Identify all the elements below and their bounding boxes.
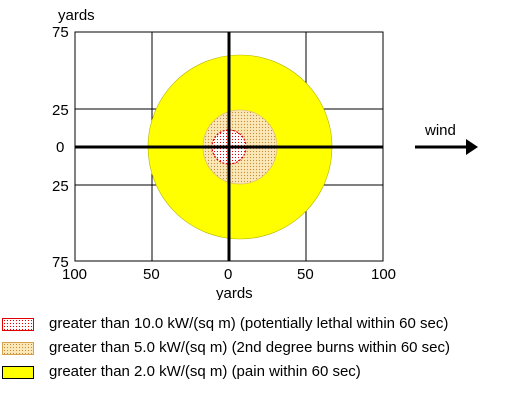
legend-item-burn: greater than 5.0 kW/(sq m) (2nd degree b… <box>0 336 509 360</box>
y-axis-units: yards <box>58 7 95 24</box>
y-tick-label: 25 <box>52 178 69 195</box>
wind-label: wind <box>424 122 456 139</box>
x-axis-units: yards <box>216 285 253 300</box>
threat-zone-plot: yards 75 25 0 25 75 100 50 0 50 100 yard… <box>52 7 478 300</box>
y-tick-label: 25 <box>52 102 69 119</box>
y-tick-label: 0 <box>56 139 64 156</box>
legend-label: greater than 2.0 kW/(sq m) (pain within … <box>49 363 361 380</box>
legend-item-lethal: greater than 10.0 kW/(sq m) (potentially… <box>0 312 509 336</box>
x-tick-label: 100 <box>371 266 396 283</box>
y-tick-label: 75 <box>52 24 69 41</box>
legend: greater than 10.0 kW/(sq m) (potentially… <box>0 312 509 384</box>
wind-arrow-icon <box>415 139 478 155</box>
x-tick-label: 0 <box>224 266 232 283</box>
lethal-zone-swatch <box>2 317 34 331</box>
x-tick-label: 50 <box>297 266 314 283</box>
x-tick-label: 100 <box>62 266 87 283</box>
legend-item-pain: greater than 2.0 kW/(sq m) (pain within … <box>0 360 509 384</box>
legend-label: greater than 10.0 kW/(sq m) (potentially… <box>49 315 449 332</box>
x-tick-label: 50 <box>143 266 160 283</box>
burn-zone-swatch <box>2 341 34 355</box>
pain-zone-swatch <box>2 365 34 379</box>
y-tick-label: 75 <box>52 254 69 271</box>
legend-label: greater than 5.0 kW/(sq m) (2nd degree b… <box>49 339 451 356</box>
